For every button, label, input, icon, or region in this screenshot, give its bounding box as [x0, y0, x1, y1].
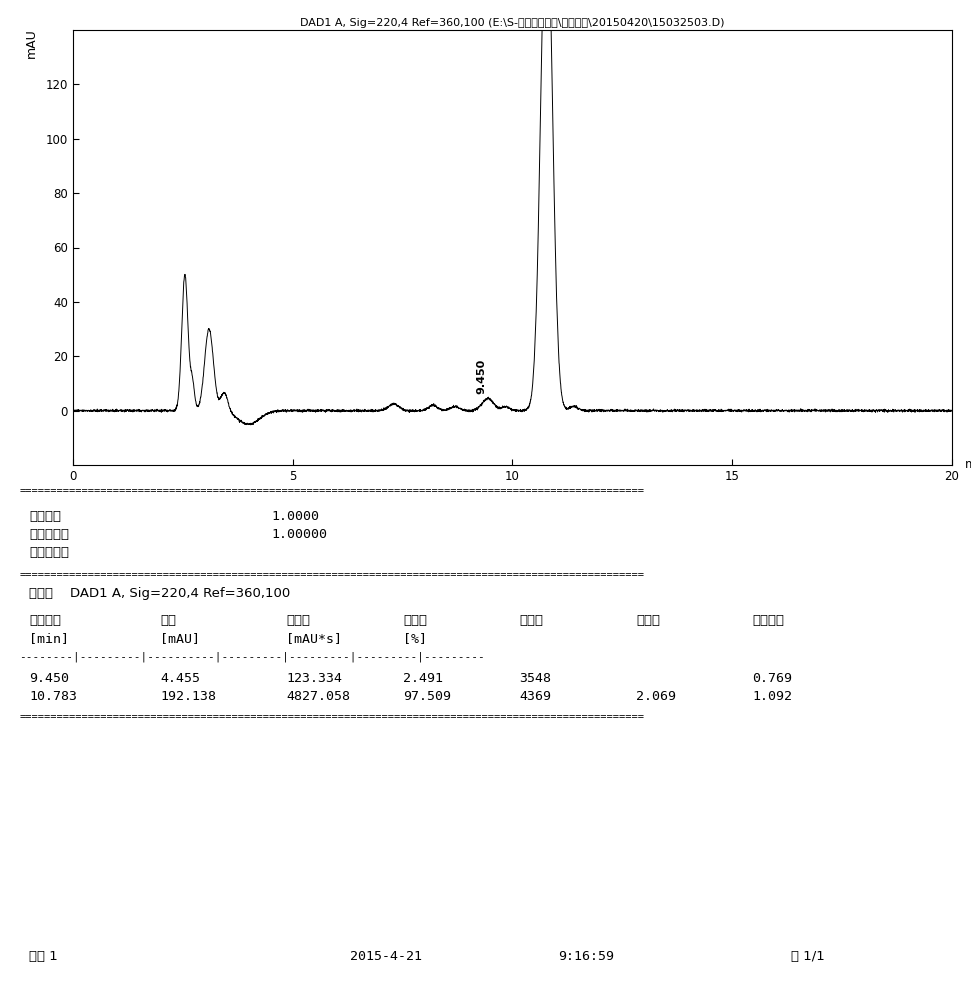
Text: 3548: 3548	[519, 672, 552, 685]
Text: 9:16:59: 9:16:59	[558, 950, 615, 963]
Text: 塔板数: 塔板数	[519, 614, 544, 627]
Y-axis label: mAU: mAU	[24, 28, 38, 58]
Text: [%]: [%]	[403, 632, 427, 645]
Text: ================================================================================: ========================================…	[19, 712, 645, 722]
Text: --------|---------|----------|---------|---------|---------|---------: --------|---------|----------|---------|…	[19, 652, 486, 662]
Text: 9.450: 9.450	[29, 672, 69, 685]
Text: 1.0000: 1.0000	[272, 510, 319, 523]
Text: 2.491: 2.491	[403, 672, 443, 685]
Text: 4.455: 4.455	[160, 672, 200, 685]
Text: 1.092: 1.092	[753, 690, 792, 703]
Text: min: min	[965, 458, 971, 472]
Text: [mAU*s]: [mAU*s]	[286, 632, 343, 645]
Text: 2015-4-21: 2015-4-21	[350, 950, 421, 963]
Text: ================================================================================: ========================================…	[19, 486, 645, 496]
Text: 稀释因子：: 稀释因子：	[29, 528, 69, 541]
Text: 峰面积: 峰面积	[403, 614, 427, 627]
Text: 分离度: 分离度	[636, 614, 660, 627]
Text: 保留时间: 保留时间	[29, 614, 61, 627]
Text: 0.769: 0.769	[753, 672, 792, 685]
Text: 拖尾因子: 拖尾因子	[753, 614, 785, 627]
Title: DAD1 A, Sig=220,4 Ref=360,100 (E:\S-盐酸马尼地平\合成工艺\20150420\15032503.D): DAD1 A, Sig=220,4 Ref=360,100 (E:\S-盐酸马尼…	[300, 18, 724, 28]
Text: [mAU]: [mAU]	[160, 632, 200, 645]
Text: [min]: [min]	[29, 632, 69, 645]
Text: 1.00000: 1.00000	[272, 528, 328, 541]
Text: 10.783: 10.783	[29, 690, 77, 703]
Text: 9.450: 9.450	[477, 359, 486, 394]
Text: 4369: 4369	[519, 690, 552, 703]
Text: 4827.058: 4827.058	[286, 690, 351, 703]
Text: 峰面积: 峰面积	[286, 614, 311, 627]
Text: 97.509: 97.509	[403, 690, 451, 703]
Text: 2.069: 2.069	[636, 690, 676, 703]
Text: 峰高: 峰高	[160, 614, 176, 627]
Text: 仪器 1: 仪器 1	[29, 950, 58, 963]
Text: 可用信号：: 可用信号：	[29, 546, 69, 559]
Text: 乘积因子: 乘积因子	[29, 510, 61, 523]
Text: 192.138: 192.138	[160, 690, 217, 703]
Text: ================================================================================: ========================================…	[19, 570, 645, 580]
Text: 信号：    DAD1 A, Sig=220,4 Ref=360,100: 信号： DAD1 A, Sig=220,4 Ref=360,100	[29, 587, 290, 600]
Text: 123.334: 123.334	[286, 672, 343, 685]
Text: 页 1/1: 页 1/1	[791, 950, 825, 963]
